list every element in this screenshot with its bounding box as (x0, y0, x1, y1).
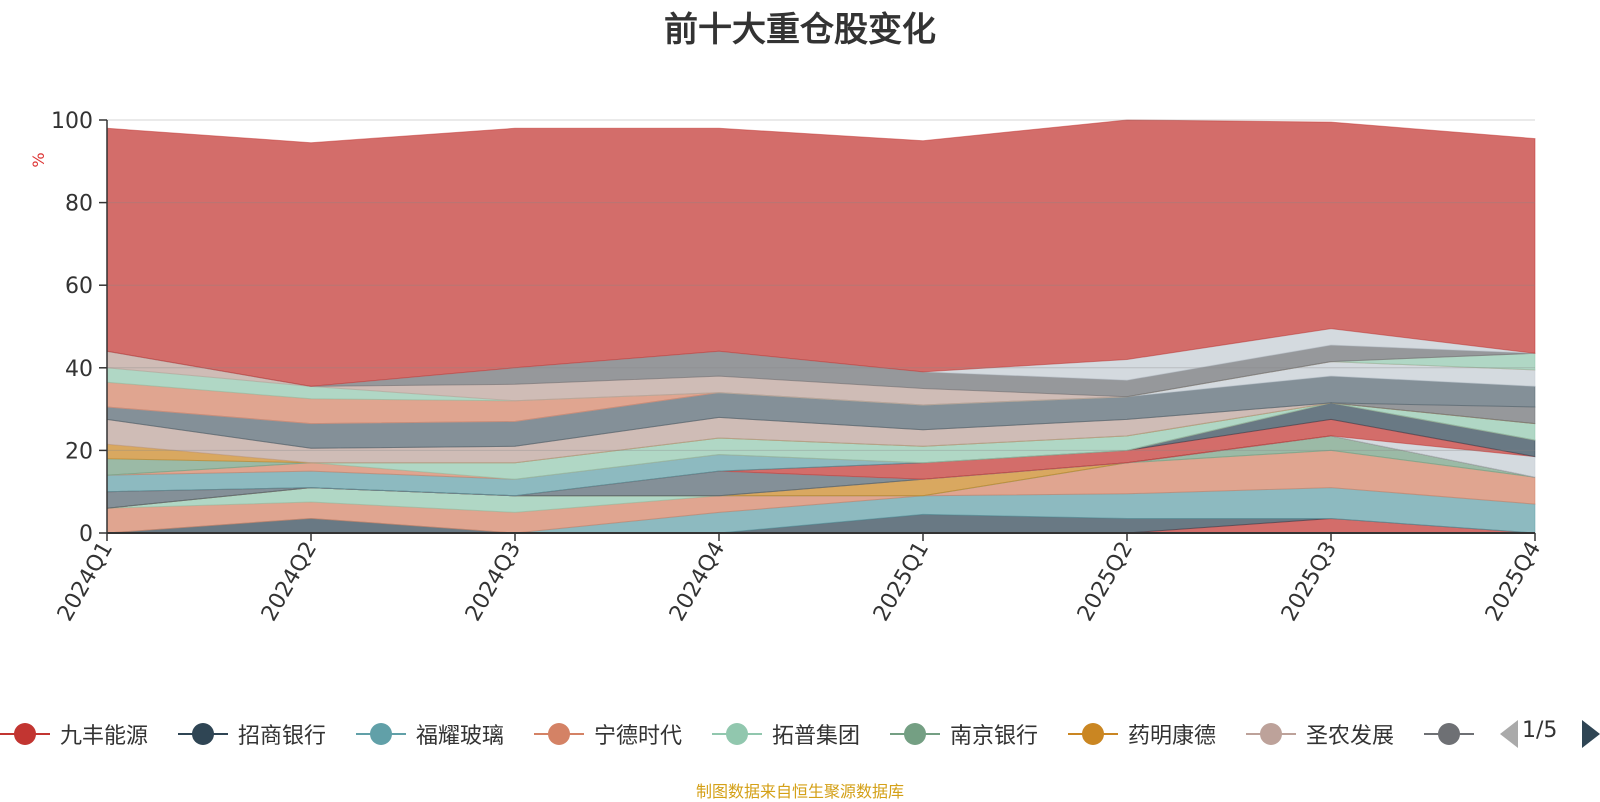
chart-plot: 0 20 40 60 80 100 2024Q1 2024Q2 2024Q3 2024Q4 2025… (29, 109, 1546, 626)
legend-label: 药明康德 (1128, 724, 1217, 749)
x-tick-label: 2025Q3 (1277, 538, 1342, 626)
y-tick-label: 60 (65, 274, 93, 299)
legend-label: 南京银行 (950, 724, 1039, 749)
legend-pager: 1/5 (1500, 716, 1600, 750)
y-tick-label: 40 (65, 357, 93, 382)
legend-label: 拓普集团 (772, 724, 861, 749)
legend-marker-icon (1068, 717, 1118, 751)
legend-label: 招商银行 (238, 724, 327, 749)
x-tick-label: 2025Q4 (1481, 538, 1546, 626)
x-tick-label: 2024Q1 (53, 538, 118, 626)
y-tick-label: 20 (65, 439, 93, 464)
legend-marker-icon (1424, 717, 1474, 751)
legend-marker-icon (890, 717, 940, 751)
legend-marker-icon (0, 717, 50, 751)
legend-marker-icon (178, 717, 228, 751)
legend-marker-icon (712, 717, 762, 751)
y-tick-label: 0 (79, 522, 93, 547)
legend-label: 圣农发展 (1306, 724, 1395, 749)
y-tick-label: 80 (65, 192, 93, 217)
legend-marker-icon (534, 717, 584, 751)
x-tick-label: 2025Q2 (1073, 538, 1138, 626)
chart-title: 前十大重仓股变化 (664, 10, 936, 50)
x-tick-label: 2024Q4 (665, 538, 730, 626)
legend-item[interactable]: 招商银行 (178, 717, 326, 751)
area-series-27 (106, 119, 1536, 387)
y-tick-label: 100 (51, 109, 93, 134)
source-note: 制图数据来自恒生聚源数据库 (695, 782, 904, 801)
legend-item[interactable]: 圣农发展 (1246, 717, 1394, 751)
x-tick-label: 2025Q1 (869, 538, 934, 626)
legend-label: 宁德时代 (594, 724, 683, 749)
pager-next-icon[interactable] (1582, 720, 1600, 748)
area-layer (106, 119, 1536, 534)
legend-item[interactable]: 华 (1424, 717, 1480, 751)
legend-item[interactable]: 宁德时代 (534, 717, 682, 751)
legend: 九丰能源 招商银行 福耀玻璃 宁德时代 拓普集团 南京银行 药明康德 圣农发展 华 (0, 717, 1480, 751)
legend-item[interactable]: 南京银行 (890, 717, 1038, 751)
legend-item[interactable]: 拓普集团 (712, 717, 860, 751)
grid-layer (107, 119, 1535, 451)
legend-marker-icon (356, 717, 406, 751)
legend-item[interactable]: 福耀玻璃 (356, 717, 504, 751)
x-tick-label: 2024Q3 (461, 538, 526, 626)
pager-prev-icon[interactable] (1500, 720, 1518, 748)
legend-label: 九丰能源 (60, 724, 149, 749)
legend-marker-icon (1246, 717, 1296, 751)
pager-text: 1/5 (1522, 718, 1558, 743)
legend-label: 福耀玻璃 (416, 724, 505, 749)
legend-item[interactable]: 九丰能源 (0, 717, 148, 751)
y-axis-label: % (29, 152, 48, 167)
legend-item[interactable]: 药明康德 (1068, 717, 1216, 751)
x-tick-label: 2024Q2 (257, 538, 322, 626)
